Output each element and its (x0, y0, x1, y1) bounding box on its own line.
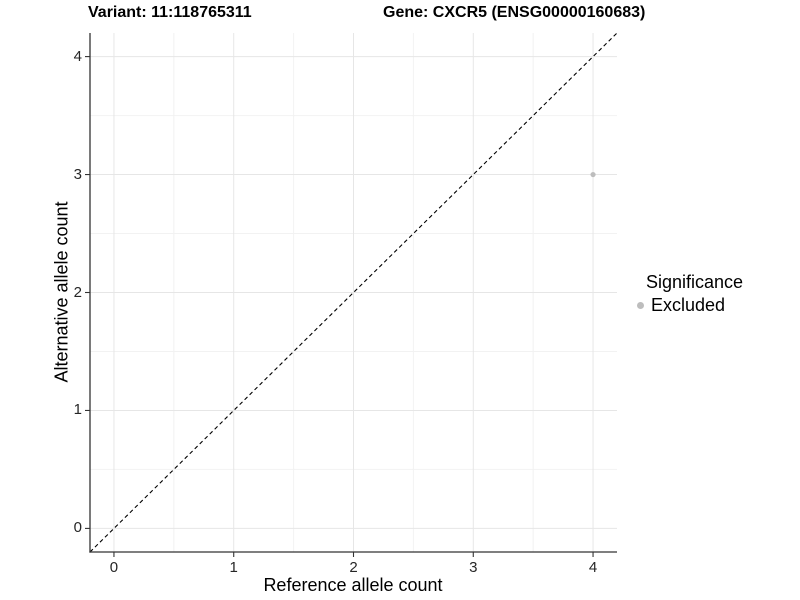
x-tick-label: 4 (588, 559, 598, 576)
legend: Significance Excluded (633, 272, 743, 316)
legend-title: Significance (646, 272, 744, 292)
legend-key-dot-icon (637, 302, 644, 309)
y-tick-label: 2 (73, 283, 82, 301)
data-point (590, 171, 596, 178)
legend-item-excluded: Excluded (633, 295, 743, 316)
y-tick-label: 4 (73, 47, 82, 65)
x-tick-label: 3 (469, 559, 478, 576)
x-tick-label: 0 (109, 559, 119, 576)
identity-line (89, 32, 618, 553)
y-tick-label: 1 (73, 401, 82, 419)
x-tick-label: 1 (229, 559, 238, 576)
variant-title: Variant: 11:118765311 (88, 4, 252, 21)
x-axis-title: Reference allele count (263, 575, 443, 595)
y-tick-label: 0 (73, 519, 82, 537)
gene-title: Gene: CXCR5 (ENSG00000160683) (383, 4, 646, 21)
x-tick-label: 2 (349, 559, 358, 576)
y-tick-label: 3 (73, 165, 82, 183)
legend-item-label: Excluded (651, 295, 726, 315)
